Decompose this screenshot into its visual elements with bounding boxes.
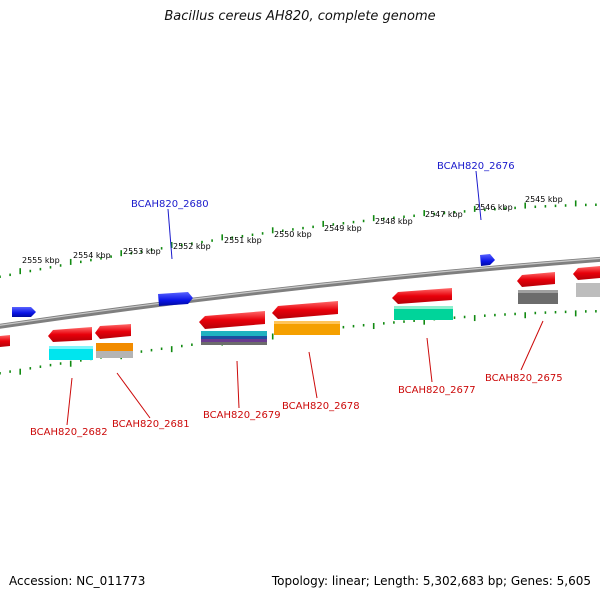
scale-label: 2554 kbp bbox=[73, 251, 111, 260]
gene-label[interactable]: BCAH820_2676 bbox=[437, 161, 515, 172]
feature-cds[interactable] bbox=[392, 288, 452, 304]
gene-label[interactable]: BCAH820_2679 bbox=[203, 410, 281, 421]
gene-label[interactable]: BCAH820_2680 bbox=[131, 199, 209, 210]
scale-labels: 2555 kbp 2554 kbp 2553 kbp 2552 kbp 2551… bbox=[22, 195, 563, 265]
genome-backbone bbox=[0, 256, 600, 329]
scale-ticks-lower bbox=[0, 310, 597, 375]
scale-label: 2555 kbp bbox=[22, 256, 60, 265]
scale-label: 2547 kbp bbox=[425, 210, 463, 219]
feature-cds[interactable] bbox=[48, 327, 92, 342]
feature-cds[interactable] bbox=[272, 301, 338, 319]
forward-features bbox=[12, 254, 495, 317]
scale-label: 2548 kbp bbox=[375, 217, 413, 226]
gene-label[interactable]: BCAH820_2678 bbox=[282, 401, 360, 412]
accession-text: Accession: NC_011773 bbox=[9, 574, 146, 588]
feature-cds[interactable] bbox=[517, 272, 555, 287]
feature-forward[interactable] bbox=[158, 292, 193, 306]
feature-cds[interactable] bbox=[95, 324, 131, 339]
feature-bar[interactable] bbox=[394, 306, 453, 320]
scale-label: 2550 kbp bbox=[274, 230, 312, 239]
scale-label: 2551 kbp bbox=[224, 236, 262, 245]
feature-bar[interactable] bbox=[201, 331, 267, 336]
scale-ticks-upper bbox=[0, 200, 597, 278]
gene-label[interactable]: BCAH820_2677 bbox=[398, 385, 476, 396]
feature-forward[interactable] bbox=[12, 307, 36, 317]
scale-label: 2549 kbp bbox=[324, 224, 362, 233]
gene-label[interactable]: BCAH820_2682 bbox=[30, 427, 108, 438]
feature-cds[interactable] bbox=[573, 266, 600, 280]
feature-forward[interactable] bbox=[480, 254, 495, 266]
feature-bar[interactable] bbox=[96, 343, 133, 351]
feature-bar[interactable] bbox=[274, 321, 340, 335]
feature-cds[interactable] bbox=[199, 311, 265, 329]
map-title: Bacillus cereus AH820, complete genome bbox=[164, 9, 436, 24]
feature-bar[interactable] bbox=[576, 283, 600, 297]
feature-bar[interactable] bbox=[518, 290, 558, 304]
gene-labels: BCAH820_2680 BCAH820_2676 BCAH820_2682 B… bbox=[30, 161, 563, 438]
gene-label[interactable]: BCAH820_2675 bbox=[485, 373, 563, 384]
scale-label: 2546 kbp bbox=[475, 203, 513, 212]
scale-label: 2552 kbp bbox=[173, 242, 211, 251]
feature-cds[interactable] bbox=[0, 335, 10, 347]
scale-label: 2545 kbp bbox=[525, 195, 563, 204]
reverse-features bbox=[0, 266, 600, 360]
label-leaders bbox=[66, 170, 544, 426]
gene-label[interactable]: BCAH820_2681 bbox=[112, 419, 190, 430]
scale-label: 2553 kbp bbox=[123, 247, 161, 256]
topology-summary: Topology: linear; Length: 5,302,683 bp; … bbox=[271, 574, 591, 588]
feature-bar[interactable] bbox=[49, 346, 93, 360]
